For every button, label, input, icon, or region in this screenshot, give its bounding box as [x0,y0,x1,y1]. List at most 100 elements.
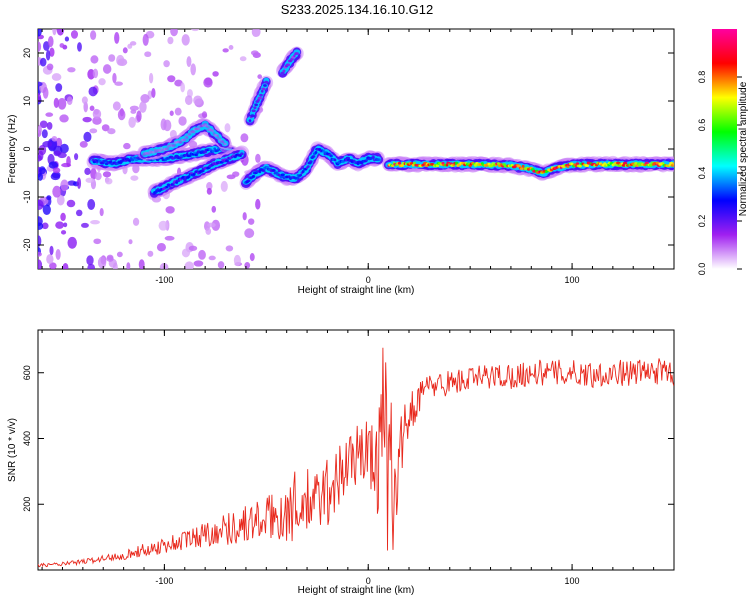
spectrogram-noise-cell [205,227,212,235]
spectrogram-noise-cell [38,166,46,175]
snr-y-axis-label: SNR (10 * v/v) [7,418,18,482]
spectrogram-cell [309,160,313,164]
spectrogram-noise-cell [61,162,72,168]
spectrogram-noise-cell [52,167,61,174]
spectrogram-cell [216,134,220,138]
spectrogram-noise-cell [38,251,42,257]
spectrogram-noise-cell [62,263,69,269]
colorbar-tick-label: 0.2 [697,215,707,228]
spectrogram-cell [411,163,415,167]
spectrogram-noise-cell [46,195,52,201]
spectrogram-noise-cell [66,199,76,208]
y-tick-label: 0 [22,146,32,151]
spectrogram-noise-cell [117,109,126,121]
spectrogram-noise-cell [255,198,261,210]
spectrogram-noise-cell [57,97,67,110]
spectrogram-noise-cell [79,141,88,148]
spectrogram-noise-cell [244,228,255,239]
spectrogram-noise-cell [116,54,125,66]
x-tick-label: 0 [366,576,371,586]
y-tick-label: 600 [22,365,32,380]
spectrogram-cell [286,63,291,67]
spectrogram-y-axis-label: Frequency (Hz) [7,115,18,184]
spectrogram-cell [103,159,108,163]
spectrogram-noise-cell [59,114,69,123]
spectrogram-noise-cell [211,205,217,213]
spectrogram-noise-cell [128,116,136,128]
spectrogram-noise-cell [181,34,190,46]
spectrogram-noise-cell [64,36,70,42]
spectrogram-noise-cell [222,48,229,53]
colorbar-gradient [712,29,737,269]
spectrogram-cell [221,140,225,143]
spectrogram-noise-cell [93,238,102,245]
spectrogram-noise-cell [130,175,139,181]
spectrogram-cell [669,161,674,165]
spectrogram-noise-cell [220,180,228,193]
spectrogram-noise-cell [114,32,120,44]
spectrogram-image [38,29,674,269]
spectrogram-noise-cell [66,96,73,105]
spectrogram-noise-cell [107,128,116,135]
snr-plot-area [38,347,674,568]
spectrogram-cell [280,173,285,177]
spectrogram-noise-cell [89,128,98,134]
spectrogram-noise-cell [97,256,107,269]
spectrogram-cell [293,54,296,58]
spectrogram-noise-cell [138,259,145,269]
spectrogram-noise-cell [81,222,89,228]
spectrogram-noise-cell [249,253,255,262]
spectrogram-noise-cell [70,30,79,39]
spectrogram-noise-cell [47,36,54,48]
spectrogram-cell [333,158,337,162]
spectrogram-cell [178,141,183,144]
x-tick-label: 0 [366,275,371,285]
spectrogram-cell [584,164,590,167]
spectrogram-cell [251,175,256,178]
spectrogram-noise-cell [45,49,51,61]
spectrogram-cell [240,152,244,156]
spectrogram-noise-cell [116,251,123,258]
spectrogram-cell [290,57,294,61]
spectrogram-noise-cell [207,222,216,228]
spectrogram-cell [397,161,402,165]
spectrogram-noise-cell [184,95,193,106]
spectrogram-noise-cell [56,194,65,206]
spectrogram-noise-cell [51,135,58,142]
spectrogram-noise-cell [190,63,196,76]
spectrogram-noise-cell [101,124,110,132]
spectrogram-noise-cell [203,77,213,88]
x-tick-label: 100 [565,275,580,285]
spectrogram-cell [454,161,459,165]
spectrogram-cell [280,71,285,75]
spectrogram-noise-cell [250,50,259,56]
spectrogram-noise-cell [147,250,154,257]
spectrogram-noise-cell [167,36,174,45]
spectrogram-noise-cell [169,110,174,116]
spectrogram-noise-cell [63,222,68,228]
spectrogram-noise-cell [42,86,49,99]
spectrogram-cell [191,130,196,134]
spectrogram-noise-cell [188,245,198,251]
spectrogram-noise-cell [156,243,166,252]
spectrogram-noise-cell [52,185,62,198]
spectrogram-noise-cell [123,142,131,150]
spectrogram-noise-cell [55,221,64,229]
spectrogram-cell [634,161,638,165]
spectrogram-cell [257,96,262,100]
snr-axes: -100 0 100 200 400 600 [22,330,675,586]
colorbar-tick-label: 0.6 [697,119,707,132]
spectrogram-noise-cell [225,245,234,252]
spectrogram-cell [376,158,381,162]
spectrogram-cell [130,158,135,162]
spectrogram-noise-cell [59,43,65,48]
spectrogram-cell [248,119,252,123]
spectrogram-noise-cell [38,154,42,162]
spectrogram-cell [211,150,215,153]
spectrogram-noise-cell [129,105,139,111]
spectrogram-noise-cell [244,262,251,269]
spectrogram-noise-cell [144,51,152,58]
spectrogram-trace [382,155,674,181]
